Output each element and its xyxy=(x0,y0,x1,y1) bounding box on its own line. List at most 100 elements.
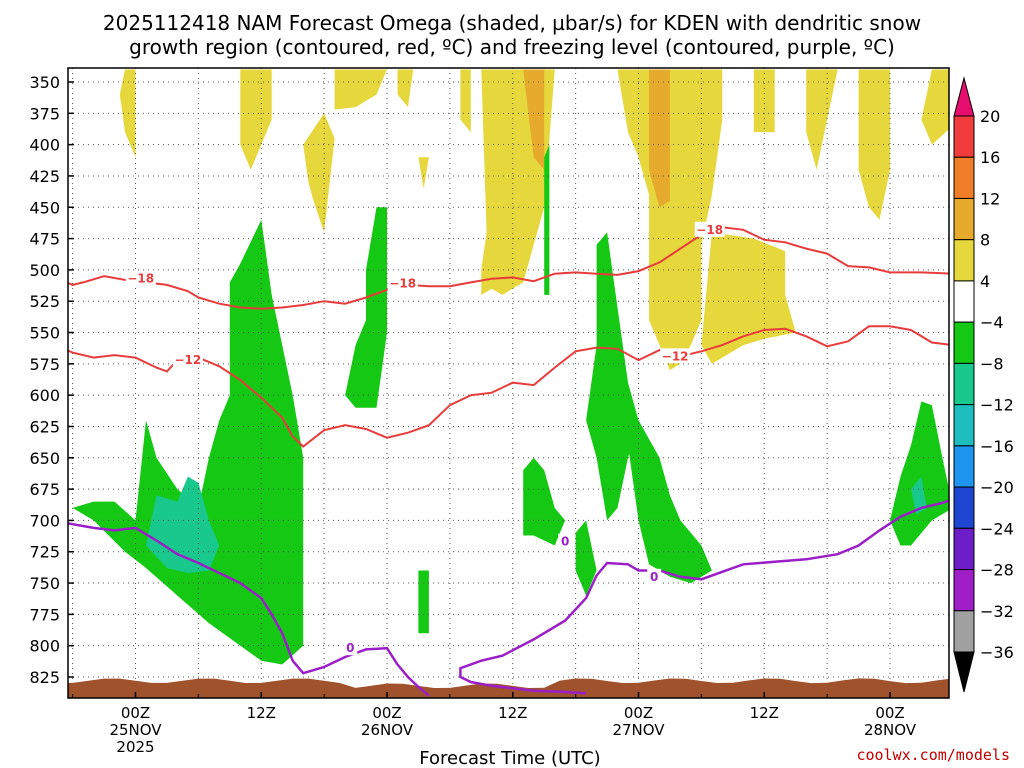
x-tick-label: 12Z xyxy=(498,704,527,722)
colorbar-swatch xyxy=(953,280,975,323)
freezing-level-contour-east xyxy=(459,499,949,695)
omega-region xyxy=(701,232,796,364)
omega-region xyxy=(418,570,429,634)
label-zero-west-background xyxy=(343,640,358,656)
colorbar-swatch xyxy=(953,527,975,571)
colorbar-label: −24 xyxy=(980,519,1014,538)
omega-region xyxy=(334,69,387,110)
colorbar-swatch xyxy=(953,197,975,241)
colorbar-swatch xyxy=(953,486,975,529)
label-zero-small-background xyxy=(558,533,573,549)
omega-shading xyxy=(72,69,949,665)
colorbar-label: −20 xyxy=(980,478,1014,497)
x-tick-label: 12Z xyxy=(750,704,779,722)
chart-title-line-2: growth region (contoured, red, ºC) and f… xyxy=(129,35,895,59)
y-tick-label: 800 xyxy=(29,637,60,656)
colorbar-label: −28 xyxy=(980,561,1014,580)
omega-region xyxy=(460,69,471,133)
y-tick-label: 350 xyxy=(29,73,60,92)
colorbar-label: −16 xyxy=(980,437,1014,456)
label-minus12-west: −12 xyxy=(175,353,202,367)
y-tick-label: 575 xyxy=(29,355,60,374)
x-tick-label: 00Z xyxy=(121,704,150,722)
omega-region xyxy=(397,69,414,108)
omega-region xyxy=(523,457,566,546)
colorbar-bottom-arrow xyxy=(953,651,975,693)
colorbar-swatch xyxy=(953,362,975,406)
omega-region xyxy=(72,219,304,665)
label-zero-mid-background xyxy=(647,568,662,584)
y-tick-label: 600 xyxy=(29,386,60,405)
freezing-level-contour xyxy=(68,522,430,697)
colorbar-swatch xyxy=(953,321,975,364)
x-tick-date: 28NOV xyxy=(864,721,917,739)
y-tick-label: 725 xyxy=(29,543,60,562)
chart-title-line-1: 2025112418 NAM Forecast Omega (shaded, µ… xyxy=(103,11,921,35)
label-minus18-west-background xyxy=(125,270,156,286)
label-minus12-east-background xyxy=(660,348,691,364)
omega-region xyxy=(753,69,775,133)
x-tick-year: 2025 xyxy=(116,738,154,756)
colorbar-label: 16 xyxy=(980,148,1000,167)
y-tick-label: 700 xyxy=(29,511,60,530)
omega-region xyxy=(628,420,712,584)
dgz-minus12-contour xyxy=(68,325,949,448)
omega-region xyxy=(575,520,597,596)
omega-region xyxy=(890,401,949,546)
colorbar-swatch xyxy=(953,445,975,488)
colorbar-label: −32 xyxy=(980,602,1014,621)
x-tick-label: 00Z xyxy=(624,704,653,722)
label-minus18-east: −18 xyxy=(696,223,723,237)
credit-text: coolwx.com/models xyxy=(856,746,1010,764)
x-tick-label: 00Z xyxy=(875,704,904,722)
colorbar-swatch xyxy=(953,115,975,158)
label-minus18-mid: −18 xyxy=(389,277,416,291)
y-tick-label: 375 xyxy=(29,104,60,123)
omega-region xyxy=(418,157,429,189)
y-tick-label: 500 xyxy=(29,261,60,280)
omega-region xyxy=(806,69,838,170)
y-tick-label: 625 xyxy=(29,417,60,436)
grid-lines xyxy=(68,68,949,698)
colorbar-swatch xyxy=(953,156,975,199)
colorbar-swatch xyxy=(953,404,975,447)
y-tick-label: 775 xyxy=(29,605,60,624)
y-tick-label: 650 xyxy=(29,449,60,468)
label-minus12-east: −12 xyxy=(662,349,689,363)
y-tick-label: 475 xyxy=(29,230,60,249)
colorbar-swatch xyxy=(953,239,975,282)
omega-region xyxy=(586,232,639,521)
colorbar-label: 12 xyxy=(980,189,1000,208)
y-tick-label: 425 xyxy=(29,167,60,186)
colorbar-top-arrow xyxy=(953,76,975,117)
omega-region xyxy=(146,476,220,573)
colorbar-label: 4 xyxy=(980,272,990,291)
colorbar-label: −4 xyxy=(980,313,1004,332)
label-minus12-west-background xyxy=(172,352,203,368)
x-tick-date: 25NOV xyxy=(109,721,162,739)
x-axis-label: Forecast Time (UTC) xyxy=(419,748,600,768)
x-tick-date: 27NOV xyxy=(612,721,665,739)
x-tick-date: 26NOV xyxy=(361,721,414,739)
colorbar-swatch xyxy=(953,569,975,612)
y-tick-label: 450 xyxy=(29,198,60,217)
y-tick-label: 675 xyxy=(29,480,60,499)
colorbar-label: −12 xyxy=(980,396,1014,415)
label-minus18-east-background xyxy=(694,221,725,237)
omega-region xyxy=(858,69,890,220)
y-tick-label: 400 xyxy=(29,136,60,155)
y-tick-label: 825 xyxy=(29,668,60,687)
y-tick-label: 525 xyxy=(29,292,60,311)
label-zero-mid: 0 xyxy=(650,570,658,584)
label-zero-small: 0 xyxy=(561,535,569,549)
y-tick-label: 750 xyxy=(29,574,60,593)
colorbar-label: −8 xyxy=(980,354,1004,373)
colorbar-label: −36 xyxy=(980,643,1014,662)
omega-region xyxy=(345,207,387,408)
omega-region xyxy=(119,69,136,158)
colorbar-swatch xyxy=(953,610,975,653)
omega-region xyxy=(911,476,927,515)
